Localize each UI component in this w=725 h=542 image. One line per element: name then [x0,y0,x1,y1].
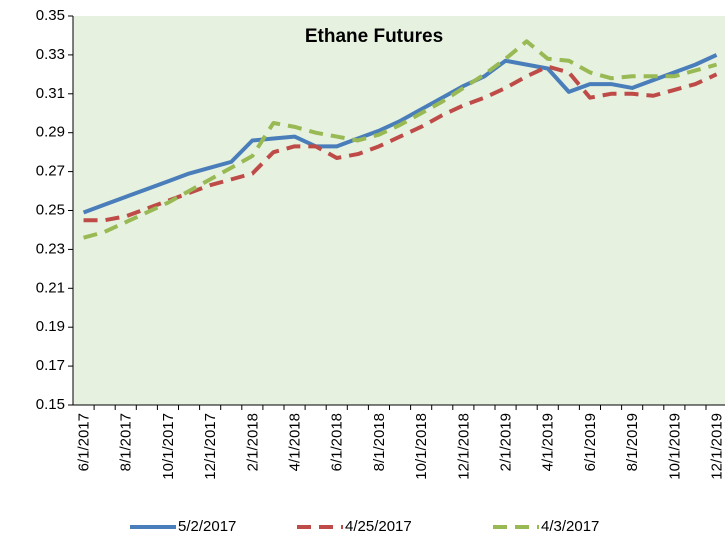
y-tick-label: 0.19 [36,318,65,335]
x-tick-label: 8/1/2019 [624,413,641,471]
y-tick-label: 0.23 [36,240,65,257]
x-tick-label: 2/1/2019 [498,413,515,471]
legend-label: 4/3/2017 [541,518,599,535]
x-tick-label: 10/1/2019 [666,413,683,480]
x-tick-label: 12/1/2018 [455,413,472,480]
y-tick-label: 0.27 [36,163,65,180]
chart-title: Ethane Futures [305,26,443,47]
x-tick-label: 6/1/2019 [582,413,599,471]
series-line [83,39,718,240]
legend-label: 5/2/2017 [178,518,236,535]
y-tick-label: 0.15 [36,396,65,413]
y-tick-label: 0.21 [36,279,65,296]
x-tick-label: 2/1/2018 [244,413,261,471]
x-tick-label: 12/1/2019 [709,413,725,480]
y-tick-label: 0.31 [36,85,65,102]
y-tick-label: 0.25 [36,201,65,218]
x-tick-label: 4/1/2018 [287,413,304,471]
x-tick-label: 12/1/2017 [202,413,219,480]
x-tick-label: 8/1/2017 [118,413,135,471]
x-tick-label: 4/1/2019 [540,413,557,471]
x-tick-label: 10/1/2018 [413,413,430,480]
x-tick-label: 8/1/2018 [371,413,388,471]
x-tick-label: 6/1/2017 [76,413,93,471]
y-tick-label: 0.17 [36,357,65,374]
series-line [82,53,718,215]
y-tick-label: 0.33 [36,46,65,63]
y-tick-label: 0.35 [36,7,65,24]
x-tick-label: 10/1/2017 [160,413,177,480]
x-tick-label: 6/1/2018 [329,413,346,471]
plot-area [73,16,725,405]
legend-label: 4/25/2017 [345,518,412,535]
y-tick-label: 0.29 [36,124,65,141]
